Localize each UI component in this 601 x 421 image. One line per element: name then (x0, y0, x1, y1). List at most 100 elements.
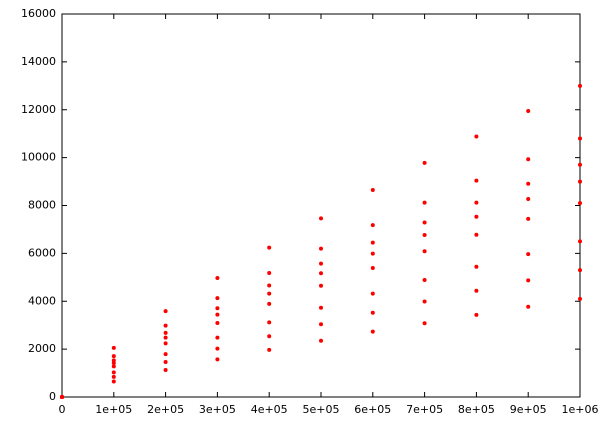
y-tick-label: 4000 (28, 294, 56, 307)
y-tick-label: 12000 (21, 103, 56, 116)
point (267, 334, 272, 339)
point (215, 321, 220, 326)
point (267, 347, 272, 352)
point (319, 246, 323, 251)
point (578, 83, 582, 88)
point (319, 216, 323, 221)
point (319, 338, 323, 343)
point (526, 304, 531, 309)
point (526, 252, 531, 257)
point (474, 312, 479, 317)
point (578, 296, 582, 301)
point (422, 220, 427, 225)
y-tick-label: 0 (49, 390, 56, 403)
point (422, 277, 427, 282)
point (267, 271, 272, 276)
point (422, 232, 427, 237)
point (370, 240, 375, 245)
point (370, 223, 375, 228)
point (578, 179, 582, 184)
point (370, 251, 375, 256)
point (111, 370, 116, 375)
x-tick-label: 1e+06 (562, 403, 599, 416)
point (526, 181, 531, 186)
point (526, 197, 531, 202)
point (215, 312, 220, 317)
point (474, 134, 479, 139)
point (267, 301, 272, 306)
point (163, 352, 168, 357)
point (578, 268, 582, 273)
point (474, 178, 479, 183)
point (267, 245, 272, 250)
point (370, 265, 375, 270)
point (111, 379, 116, 384)
point (215, 335, 220, 340)
x-tick-label: 6e+05 (354, 403, 391, 416)
point (370, 310, 375, 315)
point (267, 291, 272, 296)
point (111, 354, 116, 359)
x-tick-label: 3e+05 (199, 403, 236, 416)
point (319, 271, 323, 276)
point (578, 136, 582, 141)
point (267, 283, 272, 288)
point (111, 361, 116, 366)
point (319, 261, 323, 266)
y-tick-label: 14000 (21, 55, 56, 68)
point (474, 232, 479, 237)
point (111, 345, 116, 350)
point (163, 360, 168, 365)
point (215, 357, 220, 362)
point (474, 200, 479, 205)
point (215, 306, 220, 311)
point (163, 341, 168, 346)
point (578, 239, 582, 244)
point (370, 187, 375, 192)
x-tick-label: 0 (59, 403, 66, 416)
x-tick-label: 1e+05 (95, 403, 132, 416)
y-tick-label: 2000 (28, 342, 56, 355)
point (163, 335, 168, 340)
point (163, 330, 168, 335)
point (215, 346, 220, 351)
point (111, 364, 116, 369)
x-tick-label: 4e+05 (251, 403, 288, 416)
y-tick-label: 8000 (28, 199, 56, 212)
point (163, 367, 168, 372)
point (578, 201, 582, 206)
point (422, 299, 427, 304)
x-tick-label: 7e+05 (406, 403, 443, 416)
point (267, 320, 272, 325)
y-tick-label: 16000 (21, 7, 56, 20)
point (526, 157, 531, 162)
point (422, 321, 427, 326)
point (319, 283, 323, 288)
point (422, 160, 427, 165)
point (163, 323, 168, 328)
point (474, 214, 479, 219)
point (526, 108, 531, 113)
point (319, 305, 323, 310)
point (163, 309, 168, 314)
x-tick-label: 5e+05 (303, 403, 340, 416)
point (215, 296, 220, 301)
point (474, 264, 479, 269)
x-tick-label: 9e+05 (510, 403, 547, 416)
point (60, 395, 64, 399)
point (111, 374, 116, 379)
point (370, 291, 375, 296)
y-tick-label: 6000 (28, 246, 56, 259)
point (526, 216, 531, 221)
point (578, 162, 582, 167)
point (319, 322, 323, 327)
point (370, 329, 375, 334)
point (422, 249, 427, 254)
point (422, 200, 427, 205)
point (474, 288, 479, 293)
y-tick-label: 10000 (21, 151, 56, 164)
point (526, 278, 531, 283)
x-tick-label: 2e+05 (147, 403, 184, 416)
point (215, 276, 220, 281)
